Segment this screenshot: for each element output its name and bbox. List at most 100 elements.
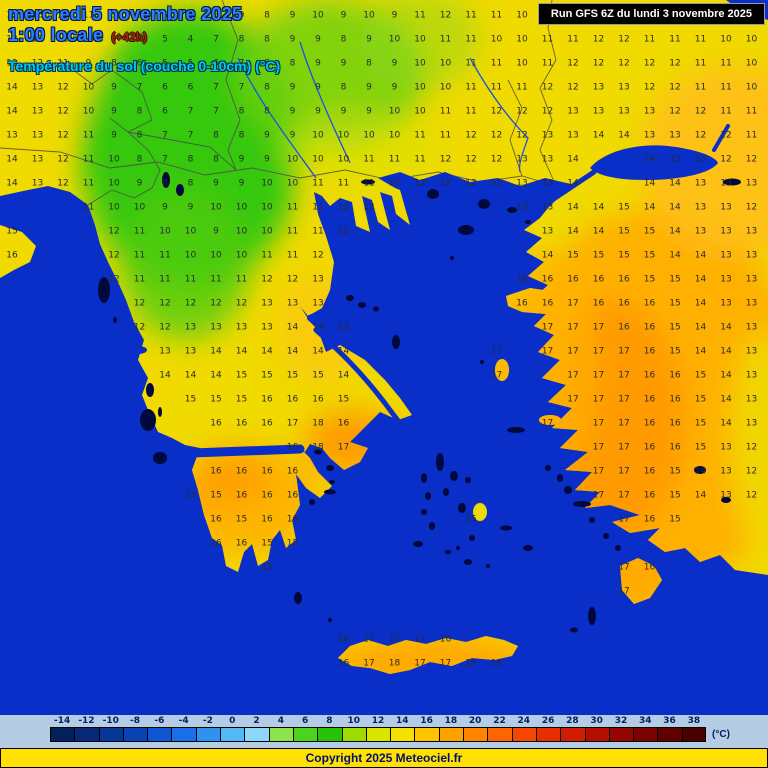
scale-tick-label: 20 bbox=[468, 716, 482, 726]
temp-value: 11 bbox=[439, 106, 452, 117]
temp-value: 12 bbox=[567, 58, 579, 69]
temp-value: 10 bbox=[414, 34, 426, 45]
temp-value: 16 bbox=[643, 466, 656, 477]
temp-value: 16 bbox=[643, 346, 656, 357]
temp-value: 12 bbox=[720, 154, 732, 165]
scale-swatch bbox=[463, 727, 488, 742]
forecast-date: mercredi 5 novembre 2025 bbox=[8, 4, 243, 24]
forecast-time: 1:00 locale bbox=[8, 25, 104, 45]
temp-value: 10 bbox=[286, 154, 299, 165]
scale-tick-label: 4 bbox=[277, 716, 284, 726]
temp-value: 9 bbox=[340, 58, 347, 69]
temp-value: 15 bbox=[261, 370, 273, 381]
temp-value: 12 bbox=[516, 130, 528, 141]
scale-tick-label: 0 bbox=[229, 716, 236, 726]
temp-value: 8 bbox=[340, 34, 347, 45]
temp-value: 12 bbox=[516, 106, 528, 117]
temp-value: 17 bbox=[592, 418, 605, 429]
temp-value: 11 bbox=[133, 274, 146, 285]
temp-value: 13 bbox=[184, 322, 197, 333]
temp-value: 17 bbox=[592, 442, 605, 453]
temp-value: 10 bbox=[745, 82, 758, 93]
scale-cells: -14 -12 -10 -8 -6 -4 -2 0 2 4 6 8 10 12 14 16 18 20 22 24 26… bbox=[50, 716, 707, 742]
temp-value: 9 bbox=[111, 34, 117, 45]
temp-value: 13 bbox=[745, 394, 758, 405]
temp-value: 9 bbox=[289, 130, 296, 141]
temp-value: 14 bbox=[235, 346, 248, 357]
temp-value: 10 bbox=[210, 250, 222, 261]
temp-value: 13 bbox=[745, 274, 758, 285]
temp-value: 10 bbox=[82, 82, 95, 93]
temp-value: 8 bbox=[136, 106, 143, 117]
temp-value: 14 bbox=[592, 202, 605, 213]
temp-value: 15 bbox=[210, 490, 222, 501]
temp-value: 17 bbox=[618, 562, 630, 573]
scale-tick-label: 18 bbox=[444, 716, 458, 726]
temp-value: 13 bbox=[720, 466, 732, 477]
temp-value: 8 bbox=[238, 130, 245, 141]
temp-value: 9 bbox=[340, 106, 347, 117]
temp-value: 17 bbox=[414, 634, 426, 645]
temp-value: 9 bbox=[213, 178, 219, 189]
temp-value: 11 bbox=[490, 58, 503, 69]
scale-swatch bbox=[317, 727, 342, 742]
temp-value: 15 bbox=[567, 250, 579, 261]
temp-value: 17 bbox=[618, 370, 630, 381]
scale-swatch bbox=[341, 727, 366, 742]
temp-value: 12 bbox=[210, 298, 222, 309]
temp-value: 16 bbox=[235, 466, 248, 477]
temp-value: 13 bbox=[745, 178, 758, 189]
temp-value: 10 bbox=[414, 106, 426, 117]
temp-value: 16 bbox=[541, 274, 554, 285]
temp-value: 9 bbox=[264, 154, 270, 165]
temp-value: 17 bbox=[363, 634, 375, 645]
temp-value: 13 bbox=[312, 274, 324, 285]
temp-value: 17 bbox=[567, 394, 579, 405]
scale-cell: 30 bbox=[584, 716, 609, 742]
scale-swatch bbox=[365, 727, 391, 742]
temp-value: 11 bbox=[414, 154, 426, 165]
temp-value: 14 bbox=[592, 226, 605, 237]
temp-value: 13 bbox=[720, 442, 732, 453]
temp-value: 7 bbox=[136, 34, 143, 45]
temp-value: 16 bbox=[490, 658, 503, 669]
temp-value: 14 bbox=[592, 130, 605, 141]
temp-value: 13 bbox=[541, 178, 554, 189]
temp-value: 10 bbox=[720, 34, 732, 45]
temp-value: 13 bbox=[618, 82, 630, 93]
temp-value: 12 bbox=[592, 58, 605, 69]
temp-value: 15 bbox=[312, 370, 324, 381]
scale-cell: 10 bbox=[341, 716, 366, 742]
temp-value: 12 bbox=[592, 34, 605, 45]
temp-value: 15 bbox=[694, 370, 707, 381]
temp-value: 13 bbox=[31, 106, 44, 117]
temp-value: 14 bbox=[694, 466, 707, 477]
temp-value: 6 bbox=[162, 82, 168, 93]
scale-tick-label: 24 bbox=[517, 716, 531, 726]
temp-value: 16 bbox=[261, 490, 273, 501]
scale-tick-label: -6 bbox=[154, 716, 165, 726]
temp-value: 14 bbox=[720, 418, 732, 429]
temp-value: 12 bbox=[108, 274, 120, 285]
temp-value: 11 bbox=[57, 58, 69, 69]
temp-value: 6 bbox=[213, 58, 219, 69]
temp-value: 15 bbox=[465, 514, 477, 525]
temp-value: 11 bbox=[720, 106, 732, 117]
temp-value: 8 bbox=[238, 34, 245, 45]
temp-value: 16 bbox=[643, 562, 656, 573]
temp-value: 10 bbox=[414, 58, 426, 69]
temp-value: 10 bbox=[108, 202, 120, 213]
temp-value: 11 bbox=[133, 226, 146, 237]
temp-value: 8 bbox=[187, 154, 194, 165]
temp-value: 11 bbox=[388, 154, 401, 165]
temp-value: 14 bbox=[643, 202, 656, 213]
temp-value: 12 bbox=[31, 58, 44, 69]
temp-value: 12 bbox=[745, 154, 758, 165]
temp-value: 14 bbox=[643, 154, 656, 165]
temp-value: 14 bbox=[669, 226, 681, 237]
temp-value: 12 bbox=[133, 298, 146, 309]
copyright-bar: Copyright 2025 Meteociel.fr bbox=[0, 748, 768, 768]
temp-value: 12 bbox=[57, 82, 69, 93]
temp-value: 4 bbox=[187, 34, 194, 45]
scale-cell: 28 bbox=[560, 716, 585, 742]
